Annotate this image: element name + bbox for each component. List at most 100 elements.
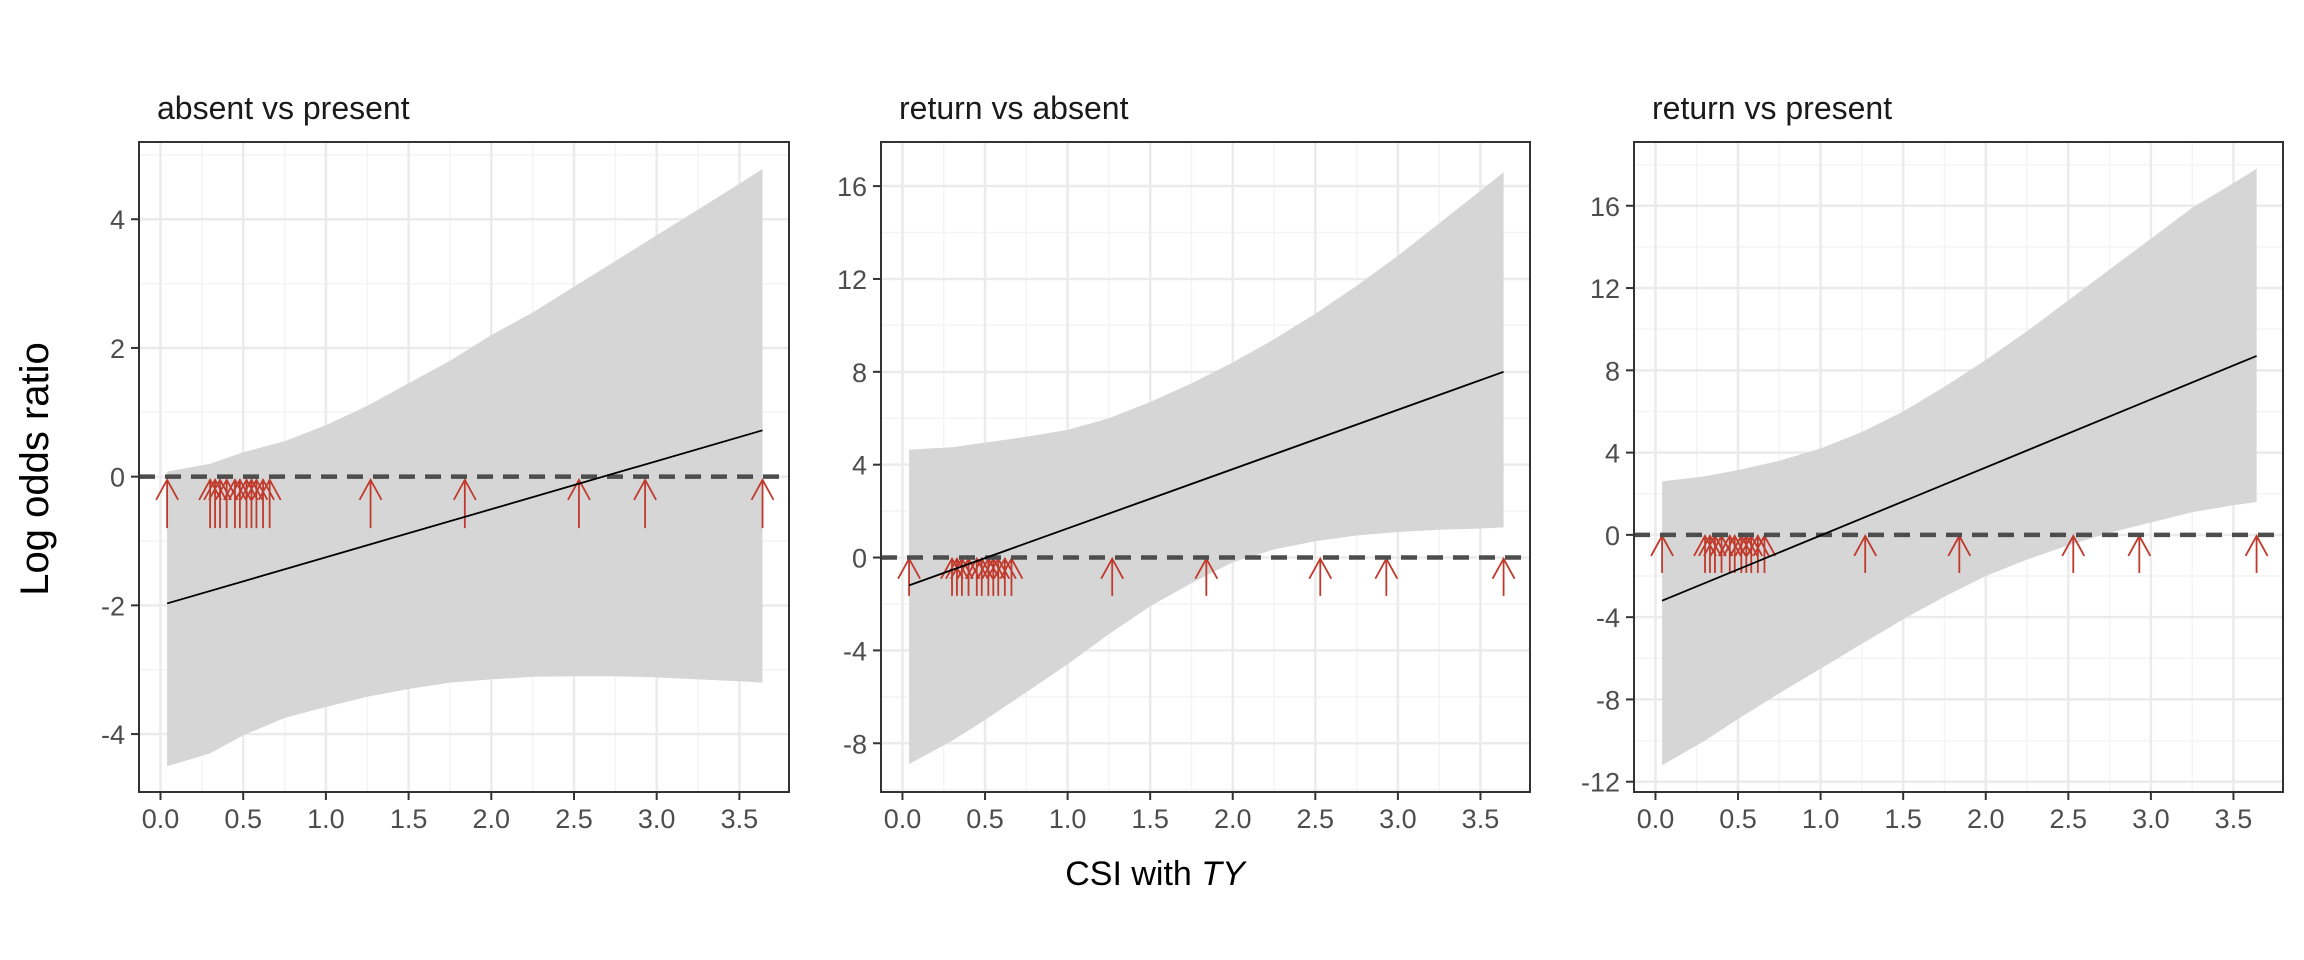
rug-arrow — [1698, 534, 1722, 573]
x-tick-label: 3.0 — [638, 804, 676, 834]
y-tick-label: -8 — [1596, 685, 1620, 715]
x-tick-label: 3.0 — [2132, 804, 2170, 834]
y-tick-label: 16 — [1590, 192, 1620, 222]
panel-border — [138, 141, 790, 793]
y-tick-label: 0 — [110, 463, 125, 493]
confidence-band — [909, 172, 1504, 765]
y-tick-label: -12 — [1581, 768, 1620, 798]
rug-arrow — [1100, 556, 1124, 596]
rug-arrow-head — [633, 478, 657, 501]
rug-arrow-head — [1308, 556, 1333, 580]
rug-arrow-head — [223, 478, 247, 501]
rug-arrow-head — [239, 478, 264, 501]
rug-arrow-head — [945, 556, 969, 580]
x-tick-label: 0.0 — [884, 804, 922, 834]
y-tick-label: 2 — [110, 334, 125, 364]
panel-1: 0.0 0.5 1.0 1.5 2.0 2.5 3.0 3.5 -4 -2 0 2 4 absent vs… — [101, 90, 790, 834]
x-tick-label: 1.5 — [1131, 804, 1169, 834]
y-tick-label: 12 — [837, 265, 867, 295]
x-tick-label: 2.0 — [1214, 804, 1252, 834]
y-tick-label: -2 — [101, 591, 125, 621]
rug-arrow — [567, 478, 591, 529]
panel-title: absent vs present — [157, 90, 410, 126]
rug-arrow-head — [358, 478, 383, 501]
x-tick-label: 2.5 — [2050, 804, 2088, 834]
y-tick-label: 4 — [852, 451, 867, 481]
rug-arrow — [1853, 534, 1877, 573]
rug-arrow — [945, 556, 969, 596]
fitted-line — [908, 370, 1504, 587]
x-tick-label: 1.0 — [307, 804, 345, 834]
y-tick-label: 8 — [1605, 356, 1620, 386]
panel-border — [1633, 141, 2284, 793]
x-tick-label: 1.0 — [1049, 804, 1087, 834]
rug-arrow-head — [1853, 534, 1877, 557]
y-tick-label: -8 — [843, 729, 867, 759]
y-tick-label: 12 — [1590, 274, 1620, 304]
rug-arrow-head — [1693, 534, 1717, 557]
rug-arrow — [453, 478, 477, 529]
rug-arrow-head — [1717, 534, 1742, 557]
panel-title: return vs absent — [899, 90, 1129, 126]
panel-3: 0.0 0.5 1.0 1.5 2.0 2.5 3.0 3.5 -12 -8 -4 0 4 8 12 16 re… — [1581, 90, 2284, 834]
x-tick-label: 2.0 — [473, 804, 511, 834]
rug-arrow — [358, 478, 383, 529]
rug-arrow-head — [155, 478, 179, 501]
x-tick-label: 2.5 — [555, 804, 593, 834]
rug-arrow-head — [1491, 556, 1516, 580]
rug-arrow — [214, 478, 239, 529]
x-tick-label: 0.5 — [1719, 804, 1757, 834]
x-axis-title-italic: TY — [1201, 855, 1247, 893]
y-tick-label: -4 — [101, 720, 125, 750]
rug-arrow-head — [214, 478, 239, 501]
rug-arrow-head — [203, 478, 227, 501]
rug-arrow — [155, 478, 179, 529]
fitted-line — [166, 429, 763, 605]
rug-arrow — [257, 478, 282, 529]
x-tick-label: 2.5 — [1297, 804, 1335, 834]
rug-arrow — [2061, 534, 2086, 573]
x-tick-label: 3.5 — [1462, 804, 1500, 834]
rug-arrow-head — [234, 478, 259, 501]
y-tick-label: 0 — [852, 544, 867, 574]
rug-arrow-head — [257, 478, 282, 501]
x-tick-label: 3.0 — [1379, 804, 1417, 834]
fitted-line — [1661, 355, 2257, 602]
rug-arrow — [964, 556, 989, 596]
x-tick-label: 1.0 — [1802, 804, 1840, 834]
rug-arrow — [1491, 556, 1516, 596]
rug-arrow-head — [964, 556, 989, 580]
x-tick-label: 2.0 — [1967, 804, 2005, 834]
rug-arrow-head — [1698, 534, 1722, 557]
y-tick-label: 4 — [110, 205, 125, 235]
panels: 0.0 0.5 1.0 1.5 2.0 2.5 3.0 3.5 -4 -2 0 2 4 absent vs… — [101, 90, 2284, 834]
x-tick-label: 1.5 — [390, 804, 428, 834]
rug-arrow — [2244, 534, 2269, 573]
rug-arrow-head — [453, 478, 477, 501]
x-tick-label: 0.0 — [1637, 804, 1675, 834]
y-tick-label: -4 — [1596, 603, 1620, 633]
rug-arrow-head — [1100, 556, 1124, 580]
rug-arrow-head — [750, 478, 775, 501]
y-axis-title: Log odds ratio — [13, 342, 57, 596]
rug-arrow — [1717, 534, 1742, 573]
x-tick-label: 0.5 — [224, 804, 262, 834]
rug-arrow — [750, 478, 775, 529]
rug-arrow-head — [567, 478, 591, 501]
panel-border — [880, 141, 1531, 793]
y-tick-label: 4 — [1605, 439, 1620, 469]
y-tick-label: -4 — [843, 636, 867, 666]
x-tick-label: 3.5 — [2215, 804, 2253, 834]
panel-title: return vs present — [1652, 90, 1892, 126]
x-tick-label: 0.5 — [966, 804, 1004, 834]
panel-2: 0.0 0.5 1.0 1.5 2.0 2.5 3.0 3.5 -8 -4 0 4 8 12 16 retur… — [837, 90, 1531, 834]
rug-arrow — [633, 478, 657, 529]
y-tick-label: 16 — [837, 172, 867, 202]
x-axis-title-text: CSI with — [1065, 855, 1201, 893]
x-axis-title: CSI with TY — [1065, 855, 1247, 893]
x-tick-label: 3.5 — [721, 804, 759, 834]
confidence-band — [1662, 168, 2257, 766]
rug-arrow-head — [2244, 534, 2269, 557]
y-tick-label: 0 — [1605, 521, 1620, 551]
